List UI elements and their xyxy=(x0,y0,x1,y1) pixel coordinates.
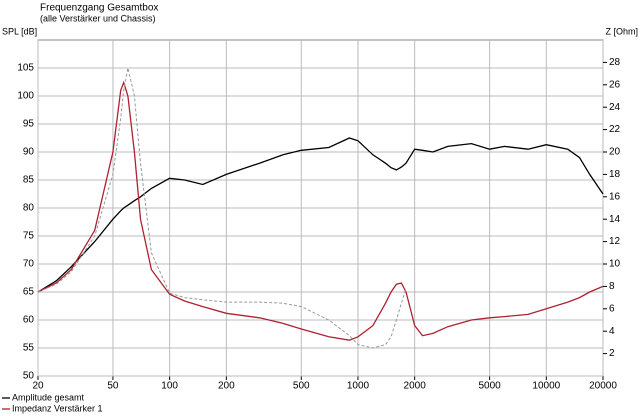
x-tick-label: 50 xyxy=(107,381,119,392)
y2-tick-label: 26 xyxy=(609,79,621,90)
y2-tick-label: 6 xyxy=(609,303,615,314)
series-line xyxy=(37,80,604,341)
y-tick-label: 55 xyxy=(23,343,35,354)
y-tick-label: 85 xyxy=(23,175,35,186)
y-axis-label: SPL [dB] xyxy=(2,26,37,36)
y-tick-label: 100 xyxy=(17,91,34,102)
y2-tick-label: 28 xyxy=(609,57,621,68)
legend-label: Amplitude gesamt xyxy=(12,392,85,402)
y-tick-label: 60 xyxy=(23,315,35,326)
y-tick-label: 95 xyxy=(23,119,35,130)
x-tick-label: 1000 xyxy=(347,381,370,392)
y2-tick-label: 20 xyxy=(609,147,621,158)
x-tick-label: 2000 xyxy=(404,381,427,392)
y2-tick-label: 4 xyxy=(609,326,615,337)
y2-tick-label: 8 xyxy=(609,281,615,292)
y-tick-label: 75 xyxy=(23,231,35,242)
y2-tick-label: 16 xyxy=(609,191,621,202)
x-tick-label: 20 xyxy=(32,381,44,392)
y2-tick-label: 14 xyxy=(609,214,621,225)
x-tick-label: 500 xyxy=(293,381,310,392)
x-tick-label: 5000 xyxy=(478,381,501,392)
y2-tick-label: 2 xyxy=(609,348,615,359)
y-tick-label: 80 xyxy=(23,203,35,214)
y-tick-label: 50 xyxy=(23,371,35,382)
chart-title: Frequenzgang Gesamtbox xyxy=(40,3,158,14)
x-tick-label: 20000 xyxy=(589,381,617,392)
y-tick-label: 65 xyxy=(23,287,35,298)
y2-tick-label: 10 xyxy=(609,259,621,270)
legend-label: Impedanz Verstärker 1 xyxy=(12,403,103,413)
series-line xyxy=(37,137,604,293)
y2-axis-label: Z [Ohm] xyxy=(605,26,638,36)
y-tick-label: 90 xyxy=(23,147,35,158)
series-line xyxy=(37,67,407,349)
x-tick-label: 10000 xyxy=(532,381,560,392)
y-tick-label: 70 xyxy=(23,259,35,270)
x-tick-label: 200 xyxy=(218,381,235,392)
y2-tick-label: 24 xyxy=(609,102,621,113)
y2-tick-label: 18 xyxy=(609,169,621,180)
y2-tick-label: 12 xyxy=(609,236,621,247)
chart-subtitle: (alle Verstärker und Chassis) xyxy=(40,13,156,23)
y-tick-label: 105 xyxy=(17,63,34,74)
x-tick-label: 100 xyxy=(161,381,178,392)
y2-tick-label: 22 xyxy=(609,124,621,135)
